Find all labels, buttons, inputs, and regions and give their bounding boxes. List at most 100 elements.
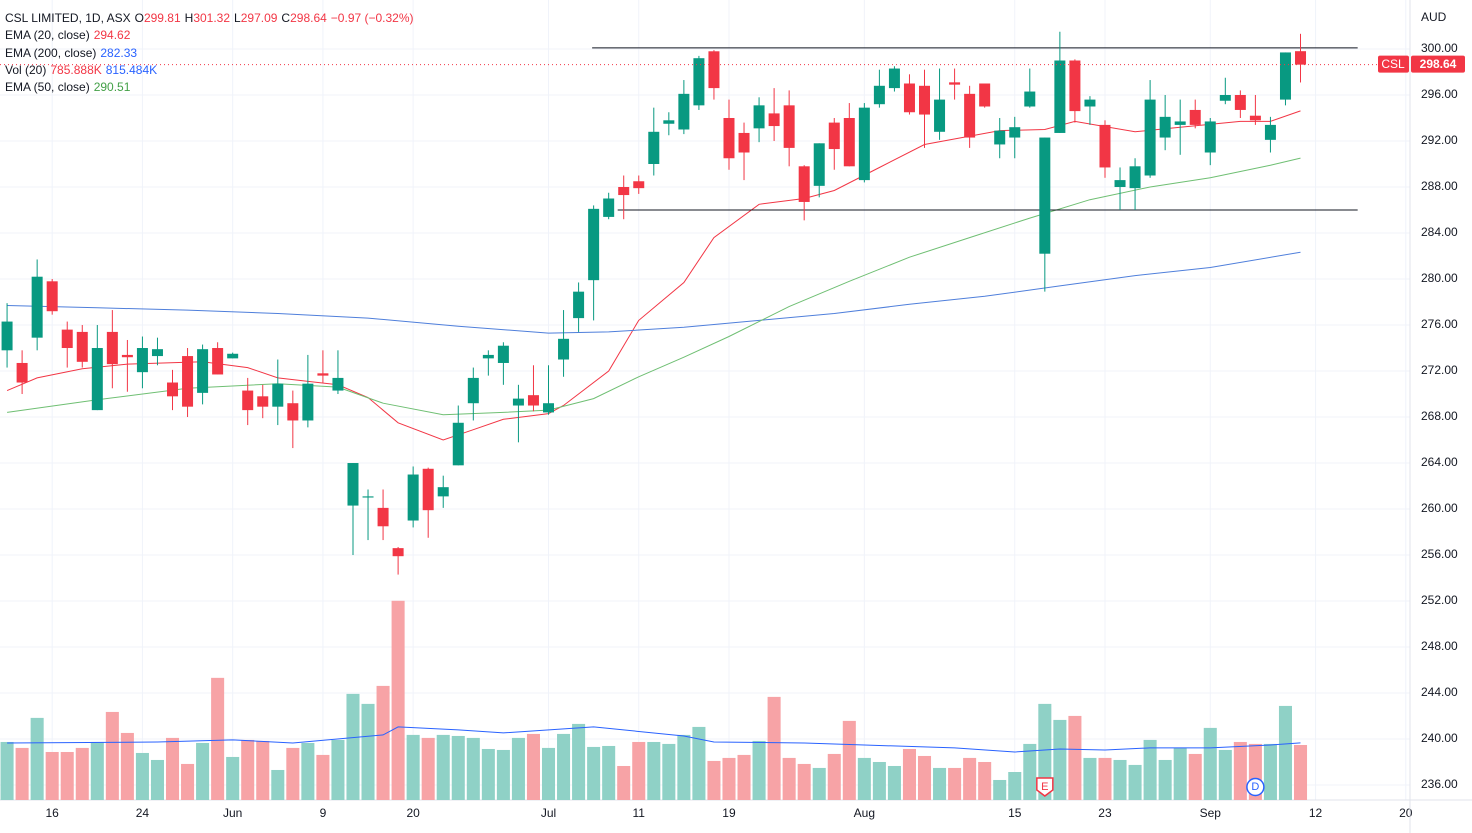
ohlc-value: 298.64	[290, 11, 327, 25]
candle-body	[828, 122, 840, 150]
candle-body	[588, 208, 600, 281]
volume-bar	[722, 757, 736, 800]
volume-bar	[15, 747, 29, 800]
legend-row: EMA (50, close) 290.51	[5, 79, 418, 96]
candle-body	[603, 198, 615, 217]
candle-body	[1114, 180, 1126, 188]
volume-bar	[241, 739, 255, 800]
x-tick-label: Jul	[541, 806, 556, 820]
candle-body	[91, 348, 103, 411]
y-tick-label: 236.00	[1421, 777, 1458, 791]
volume-bar	[286, 747, 300, 800]
volume-bar	[857, 757, 871, 800]
indicator-value: 282.33	[100, 45, 138, 60]
candle-body	[633, 181, 645, 189]
candle-body	[558, 338, 570, 360]
volume-bar	[827, 753, 841, 800]
y-tick-label: 284.00	[1421, 225, 1458, 239]
candle-body	[1084, 99, 1096, 107]
symbol-tag	[1378, 55, 1409, 73]
volume-bar	[211, 677, 225, 800]
y-tick-label: 264.00	[1421, 455, 1458, 469]
candle-body	[272, 383, 284, 407]
volume-ma-line	[7, 726, 1301, 753]
volume-bar	[917, 755, 932, 800]
candle-body	[452, 422, 464, 466]
volume-bar	[541, 747, 556, 800]
candle-body	[1054, 60, 1066, 133]
volume-bar	[1053, 719, 1067, 800]
volume-bar	[45, 751, 59, 800]
candle-body	[573, 291, 585, 319]
candle-body	[903, 83, 915, 113]
volume-bar	[526, 733, 540, 800]
candle-body	[783, 105, 795, 148]
candle-body	[467, 377, 479, 404]
y-tick-label: 240.00	[1421, 731, 1458, 745]
y-tick-label: 288.00	[1421, 179, 1458, 193]
candle-body	[1144, 99, 1156, 176]
volume-bar	[511, 737, 525, 800]
volume-bar	[75, 747, 89, 800]
candle-body	[934, 99, 946, 132]
candle-body	[888, 68, 900, 89]
event-badge	[1246, 777, 1265, 797]
symbol-tag-text: CSL	[1381, 57, 1405, 71]
candle-body	[497, 345, 509, 363]
volume-bar	[1278, 705, 1292, 800]
candle-body	[858, 107, 870, 181]
legend-row: EMA (200, close) 282.33	[5, 45, 418, 62]
candle-body	[753, 105, 765, 129]
candle-body	[422, 468, 434, 511]
candle-body	[76, 331, 88, 362]
volume-bar	[90, 741, 104, 800]
candle-body	[1069, 60, 1081, 112]
candle-body	[843, 117, 855, 167]
candle-body	[1219, 94, 1231, 101]
candle-body	[212, 348, 224, 375]
y-tick-label: 292.00	[1421, 133, 1458, 147]
candle-body	[1129, 166, 1141, 189]
volume-bar	[391, 600, 405, 800]
volume-bar	[376, 685, 390, 800]
candle-body	[1295, 51, 1307, 65]
ohlc-value: 297.09	[240, 11, 278, 25]
candle-body	[362, 496, 374, 498]
volume-bar	[632, 741, 646, 800]
candle-body	[618, 187, 630, 196]
candle-body	[1024, 91, 1036, 107]
x-tick-label: 19	[722, 806, 736, 820]
x-tick-label: 24	[136, 806, 150, 820]
candle-body	[392, 548, 404, 557]
y-tick-label: 244.00	[1421, 685, 1458, 699]
candle-body	[873, 85, 885, 105]
x-tick-label: 11	[633, 806, 646, 820]
candle-body	[1279, 52, 1291, 100]
candle-body	[964, 93, 976, 138]
candle-body	[1204, 121, 1216, 153]
candle-body	[151, 349, 163, 357]
candle-body	[949, 82, 961, 85]
volume-bar	[797, 763, 811, 800]
candle-body	[347, 463, 359, 506]
volume-bar	[105, 711, 119, 800]
legend-row: EMA (20, close) 294.62	[5, 27, 418, 44]
volume-bar	[767, 696, 781, 800]
candle-body	[1159, 116, 1171, 138]
y-tick-label: 252.00	[1421, 593, 1458, 607]
legend-row: Vol (20) 785.888K 815.484K	[5, 62, 418, 79]
x-tick-label: 20	[1399, 806, 1413, 820]
volume-bar	[1023, 743, 1037, 800]
candle-body	[1039, 137, 1051, 254]
candle-body	[723, 117, 735, 159]
volume-bar	[1098, 757, 1112, 800]
volume-bar	[707, 760, 721, 800]
volume-bar	[256, 740, 270, 800]
indicator-name: EMA (20, close)	[5, 28, 90, 43]
candle-body	[527, 395, 539, 406]
event-badge	[1036, 777, 1054, 797]
y-tick-label: 300.00	[1421, 41, 1458, 55]
volume-bar	[692, 726, 706, 800]
volume-bar	[1218, 749, 1232, 800]
